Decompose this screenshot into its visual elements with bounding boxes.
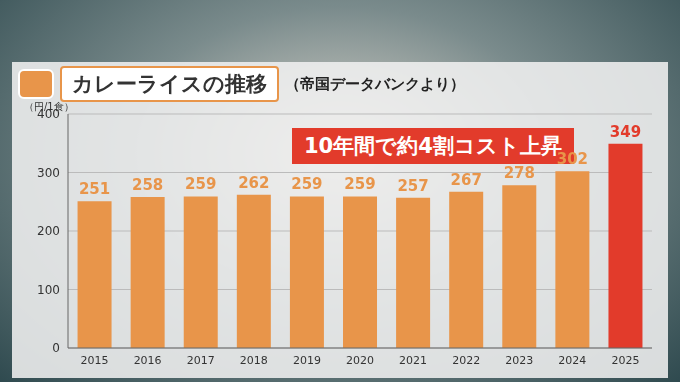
svg-text:258: 258 xyxy=(132,176,163,194)
svg-text:2021: 2021 xyxy=(399,354,427,367)
svg-text:259: 259 xyxy=(344,175,375,193)
svg-text:2025: 2025 xyxy=(611,354,639,367)
svg-text:200: 200 xyxy=(37,224,60,238)
svg-text:257: 257 xyxy=(397,177,428,195)
svg-text:2018: 2018 xyxy=(240,354,268,367)
svg-text:100: 100 xyxy=(37,283,60,297)
svg-text:2023: 2023 xyxy=(505,354,533,367)
svg-text:2024: 2024 xyxy=(558,354,586,367)
svg-text:302: 302 xyxy=(557,150,588,168)
svg-text:2016: 2016 xyxy=(134,354,162,367)
svg-text:262: 262 xyxy=(238,174,269,192)
svg-text:259: 259 xyxy=(291,175,322,193)
svg-text:2019: 2019 xyxy=(293,354,321,367)
svg-text:2020: 2020 xyxy=(346,354,374,367)
svg-text:267: 267 xyxy=(451,171,482,189)
svg-text:259: 259 xyxy=(185,175,216,193)
svg-text:2015: 2015 xyxy=(81,354,109,367)
svg-text:400: 400 xyxy=(37,107,60,121)
svg-text:2017: 2017 xyxy=(187,354,215,367)
svg-text:251: 251 xyxy=(79,180,110,198)
svg-text:0: 0 xyxy=(52,341,60,355)
svg-text:300: 300 xyxy=(37,166,60,180)
svg-text:349: 349 xyxy=(610,123,641,141)
svg-text:2022: 2022 xyxy=(452,354,480,367)
svg-text:278: 278 xyxy=(504,164,535,182)
